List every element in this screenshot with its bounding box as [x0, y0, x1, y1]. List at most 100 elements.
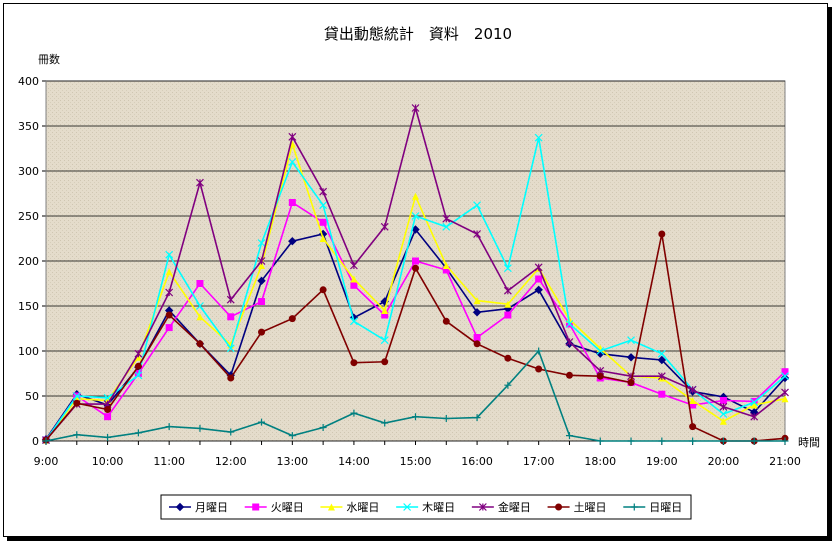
data-point [442, 266, 450, 274]
data-point [473, 414, 481, 422]
data-point [658, 230, 666, 238]
data-point [319, 218, 327, 226]
x-tick-label: 10:00 [92, 455, 124, 468]
data-point [719, 437, 727, 445]
data-point [719, 402, 728, 411]
y-tick-label: 150 [18, 300, 39, 313]
data-point [134, 349, 143, 358]
data-point [473, 297, 481, 305]
data-point [535, 347, 543, 355]
data-point [350, 409, 358, 417]
y-tick-label: 50 [25, 390, 39, 403]
data-point [719, 397, 727, 404]
data-point [688, 385, 697, 394]
data-point [596, 437, 604, 445]
data-point [381, 358, 389, 366]
data-point [596, 347, 605, 355]
data-point [381, 311, 389, 319]
data-point [719, 417, 727, 425]
legend-marker [478, 503, 487, 511]
data-point [565, 432, 573, 440]
data-point [134, 353, 142, 361]
data-point [134, 362, 142, 370]
grid-lines [42, 80, 786, 445]
data-point [473, 334, 481, 341]
x-tick-label: 18:00 [584, 455, 616, 468]
legend-label: 水曜日 [346, 501, 379, 514]
x-tick-labels: 9:00 10:00 11:00 12:00 13:00 14:00 15:00 16:00 1… [34, 455, 801, 468]
y-tick-label: 0 [32, 435, 39, 448]
data-point [781, 437, 789, 445]
data-point [288, 199, 296, 206]
legend-item: 木曜日 [396, 501, 455, 514]
data-point [534, 133, 543, 142]
data-point [442, 317, 450, 325]
data-point [689, 401, 697, 409]
x-tick-label: 11:00 [153, 455, 185, 468]
data-point [411, 212, 420, 220]
x-tick-label: 14:00 [338, 455, 370, 468]
data-point [258, 328, 266, 336]
y-tick-label: 100 [18, 345, 39, 358]
data-point [780, 373, 790, 383]
legend-marker [403, 503, 412, 511]
data-point [227, 313, 235, 321]
data-point [319, 235, 327, 242]
data-point [750, 412, 759, 421]
data-point [319, 201, 328, 210]
data-point [412, 413, 419, 421]
data-point [288, 315, 296, 323]
data-point [196, 313, 204, 321]
data-point [165, 324, 173, 332]
x-tick-label: 15:00 [400, 455, 432, 468]
x-tick-label: 19:00 [646, 455, 678, 468]
y-tick-label: 350 [18, 120, 39, 133]
data-point [227, 428, 235, 436]
data-point [781, 372, 789, 381]
data-point [627, 336, 635, 345]
legend-item: 金曜日 [471, 500, 531, 514]
legend-label: 土曜日 [574, 501, 607, 514]
data-point [535, 275, 543, 283]
series-group [41, 104, 790, 445]
legend-item: 火曜日 [244, 501, 304, 514]
data-point [750, 398, 759, 407]
data-point [196, 178, 204, 187]
data-point [196, 340, 204, 348]
data-point [257, 276, 266, 286]
data-point [134, 429, 142, 437]
data-point [288, 132, 297, 141]
legend-item: 月曜日 [169, 501, 228, 514]
data-point [319, 286, 327, 294]
data-point [534, 263, 543, 272]
legend-label: 木曜日 [422, 501, 455, 514]
data-point [504, 381, 512, 389]
data-point [750, 437, 758, 445]
data-point [165, 423, 173, 431]
data-point [349, 261, 358, 270]
data-point [381, 419, 389, 427]
series-7 [42, 347, 789, 445]
x-tick-label: 13:00 [276, 455, 308, 468]
legend-label: 金曜日 [498, 500, 531, 514]
data-point [319, 187, 328, 196]
data-point [412, 264, 419, 272]
data-point [288, 432, 296, 440]
data-point [565, 320, 574, 328]
legend-marker [327, 503, 335, 511]
x-tick-label: 9:00 [34, 455, 59, 468]
data-point [196, 424, 204, 432]
data-point [381, 307, 389, 314]
data-point [104, 433, 112, 441]
data-point [781, 388, 789, 397]
data-point [226, 344, 235, 353]
data-point [226, 295, 235, 304]
data-point [165, 250, 174, 259]
data-point [350, 275, 358, 283]
data-point [658, 390, 666, 398]
data-point [349, 317, 358, 326]
y-tick-labels: 0 50 100 150 200 250 300 350 400 [18, 75, 39, 448]
data-point [73, 399, 81, 407]
data-point [658, 437, 666, 445]
